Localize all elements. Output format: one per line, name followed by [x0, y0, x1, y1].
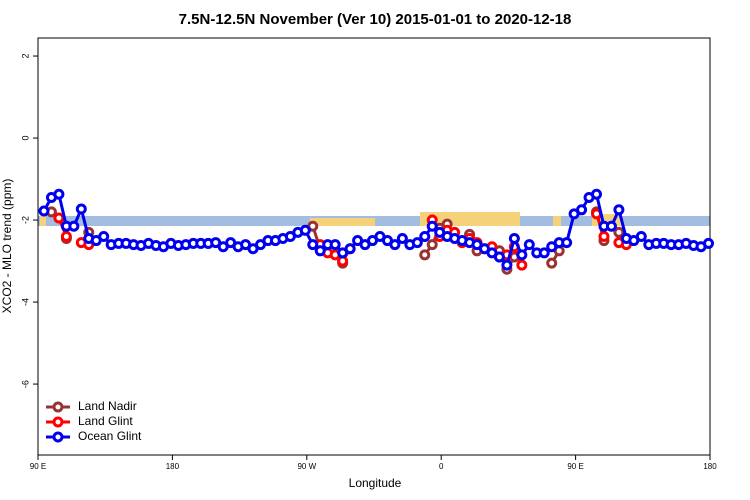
- y-tick-label: -6: [20, 380, 30, 388]
- data-point: [598, 230, 610, 242]
- land-strip: [40, 216, 46, 226]
- y-tick-label: -4: [20, 298, 30, 306]
- data-point: [635, 230, 647, 242]
- data-point: [344, 243, 356, 255]
- data-point: [605, 220, 617, 232]
- data-point: [546, 257, 558, 269]
- data-point: [419, 230, 431, 242]
- data-point: [426, 220, 438, 232]
- data-point: [561, 237, 573, 249]
- x-tick-label: 180: [703, 462, 717, 471]
- data-point: [613, 226, 625, 238]
- data-point: [419, 249, 431, 261]
- data-point: [314, 245, 326, 257]
- y-axis-label: XCO2 - MLO trend (ppm): [0, 179, 14, 314]
- data-point: [523, 239, 535, 251]
- legend-label: Land Glint: [78, 414, 133, 428]
- y-tick-label: -2: [20, 216, 30, 224]
- y-tick-label: 0: [20, 136, 30, 141]
- legend-marker: [52, 416, 64, 428]
- data-point: [516, 249, 528, 261]
- data-point: [307, 239, 319, 251]
- data-point: [75, 203, 87, 215]
- data-point: [299, 224, 311, 236]
- data-point: [38, 205, 50, 217]
- x-tick-label: 180: [166, 462, 180, 471]
- legend-label: Land Nadir: [78, 399, 137, 413]
- land-strip: [553, 216, 561, 226]
- data-point: [60, 230, 72, 242]
- data-point: [411, 237, 423, 249]
- data-point: [68, 220, 80, 232]
- data-point: [426, 239, 438, 251]
- data-point: [516, 259, 528, 271]
- data-point: [53, 188, 65, 200]
- data-point: [703, 237, 715, 249]
- data-point: [538, 247, 550, 259]
- data-point: [53, 212, 65, 224]
- x-axis-label: Longitude: [349, 476, 402, 490]
- data-point: [98, 230, 110, 242]
- data-point: [389, 239, 401, 251]
- legend-marker: [52, 431, 64, 443]
- legend-label: Ocean Glint: [78, 429, 142, 443]
- x-tick-label: 90 W: [297, 462, 316, 471]
- legend-marker: [52, 401, 64, 413]
- data-point: [493, 251, 505, 263]
- data-point: [329, 239, 341, 251]
- land-strip: [310, 218, 375, 226]
- chart-title: 7.5N-12.5N November (Ver 10) 2015-01-01 …: [179, 11, 572, 28]
- y-tick-label: 2: [20, 54, 30, 59]
- data-point: [591, 188, 603, 200]
- data-point: [396, 233, 408, 245]
- data-point: [576, 204, 588, 216]
- x-tick-label: 90 E: [30, 462, 46, 471]
- data-point: [508, 233, 520, 245]
- data-point: [501, 259, 513, 271]
- x-tick-label: 0: [439, 462, 444, 471]
- data-point: [613, 204, 625, 216]
- x-tick-label: 90 E: [567, 462, 583, 471]
